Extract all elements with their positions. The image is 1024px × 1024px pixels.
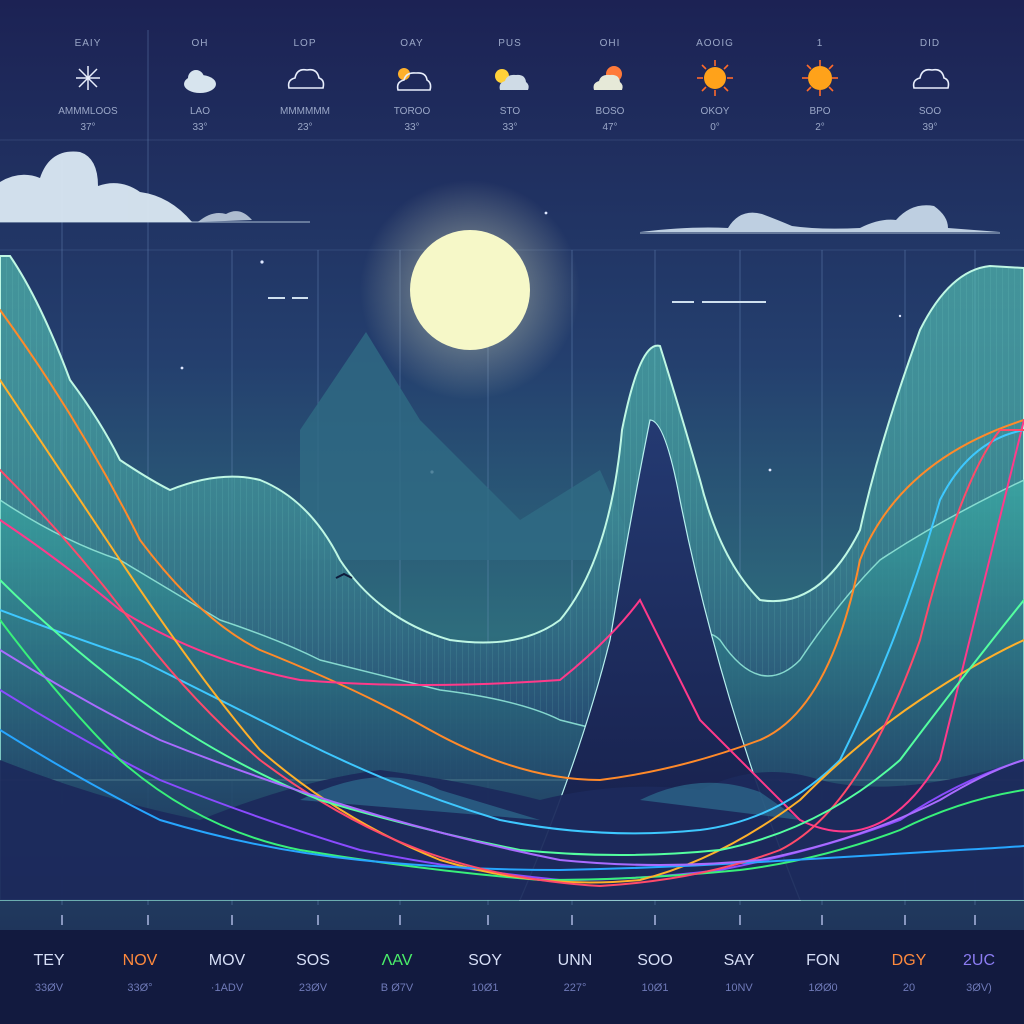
- trend-line-amber: [0, 379, 1024, 884]
- month-value: 10Ø1: [641, 982, 669, 994]
- month-value: 33ØV: [34, 982, 64, 994]
- forecast-condition: STO: [499, 106, 521, 117]
- forecast-condition: BPO: [809, 106, 831, 117]
- forecast-strip: EAIY AMMMLOOS 37° OH LAO 33° LOP MMMMMM …: [0, 30, 1024, 140]
- trend-line-mint: [0, 579, 1024, 856]
- month-value: 10NV: [725, 982, 753, 994]
- far-mountain: [300, 332, 640, 560]
- forecast-day-label: AOOIG: [696, 38, 734, 49]
- forecast-temp: 33°: [404, 122, 420, 133]
- sun-cloud-icon: [593, 66, 623, 90]
- month-label: DGY: [891, 952, 927, 969]
- forecast-temp: 47°: [602, 122, 618, 133]
- month-value: 10Ø1: [471, 982, 499, 994]
- month-label: NOV: [122, 952, 158, 969]
- sparkle-sun-icon: [76, 66, 100, 90]
- forecast-temp: 23°: [297, 122, 313, 133]
- forecast-day-label: LOP: [293, 38, 317, 49]
- forecast-temp: 37°: [80, 122, 96, 133]
- dash-marks: [268, 297, 766, 303]
- month-label: ΛAV: [381, 952, 413, 969]
- forecast-day-label: DID: [919, 38, 941, 49]
- sun-cloud-icon: [495, 69, 529, 90]
- moon-icon: [410, 230, 530, 350]
- forecast-temp: 33°: [502, 122, 518, 133]
- sun-icon: [802, 60, 838, 96]
- month-label: 2UC: [962, 952, 995, 969]
- forecast-day: DID SOO 39°: [880, 30, 980, 140]
- forecast-day: LOP MMMMMM 23°: [255, 30, 355, 140]
- forecast-day-label: OHI: [599, 38, 621, 49]
- forecast-day: OHI BOSO 47°: [560, 30, 660, 140]
- bird-icon: [335, 572, 353, 579]
- forecast-day: OH LAO 33°: [150, 30, 250, 140]
- forecast-day: AOOIG OKOY 0°: [665, 30, 765, 140]
- sun-cloud-icon: [396, 68, 432, 91]
- forecast-temp: 2°: [815, 122, 825, 133]
- month-value: 1ØØ0: [808, 982, 838, 994]
- forecast-temp: 0°: [710, 122, 720, 133]
- month-value: ·1ADV: [210, 982, 244, 994]
- forecast-condition: OKOY: [700, 106, 730, 117]
- forecast-temp: 33°: [192, 122, 208, 133]
- forecast-day-label: OH: [191, 38, 209, 49]
- month-label: SAY: [723, 952, 755, 969]
- forecast-day-label: PUS: [498, 38, 522, 49]
- month-label: TEY: [33, 952, 65, 969]
- foreground-mound: [300, 777, 800, 820]
- forecast-condition: LAO: [189, 106, 210, 117]
- month-label: UNN: [557, 952, 593, 969]
- forecast-day: EAIY AMMMLOOS 37°: [38, 30, 138, 140]
- forecast-day: OAY TOROO 33°: [362, 30, 462, 140]
- month-value: 3ØV): [966, 982, 992, 994]
- month-value: 20: [902, 982, 916, 994]
- month-label: FON: [806, 952, 840, 969]
- month-axis-bar: TEY 33ØV NOV 33Ø° MOV ·1ADV SOS 23ØV ΛAV…: [0, 930, 1024, 1024]
- month-label: MOV: [208, 952, 246, 969]
- month-value: 23ØV: [298, 982, 328, 994]
- forecast-day: PUS STO 33°: [460, 30, 560, 140]
- trend-line-lavender: [0, 649, 1024, 866]
- forecast-day-label: EAIY: [74, 38, 102, 49]
- forecast-day: 1 BPO 2°: [770, 30, 870, 140]
- trend-line-violet: [0, 689, 1024, 882]
- forecast-condition: BOSO: [595, 106, 625, 117]
- trend-lines: [0, 309, 1024, 888]
- trend-line-red: [0, 429, 1024, 888]
- month-label: SOS: [296, 952, 330, 969]
- forecast-condition: TOROO: [393, 106, 431, 117]
- x-axis-ticks: [61, 915, 976, 925]
- sun-cloud-icon: [184, 70, 216, 93]
- cloud-icon: [287, 68, 325, 89]
- sun-icon: [697, 60, 733, 96]
- forecast-condition: MMMMMM: [280, 106, 330, 117]
- trend-line-blue: [0, 729, 1024, 872]
- trend-line-magenta: [0, 419, 1024, 833]
- cloud-left: [0, 151, 252, 222]
- month-value: 33Ø°: [127, 982, 153, 994]
- forecast-temp: 39°: [922, 122, 938, 133]
- trend-line-orange: [0, 309, 1024, 782]
- month-value: 227°: [563, 982, 587, 994]
- forecast-day-label: 1: [816, 38, 824, 49]
- cloud-icon: [912, 68, 950, 89]
- month-label: SOO: [637, 952, 673, 969]
- forecast-condition: SOO: [918, 106, 942, 117]
- trend-line-cyan: [0, 429, 1024, 835]
- month-value: B Ø7V: [380, 982, 414, 994]
- cloud-right: [640, 205, 1000, 232]
- forecast-condition: AMMMLOOS: [58, 106, 118, 117]
- month-label: SOY: [468, 952, 502, 969]
- forecast-day-label: OAY: [400, 38, 424, 49]
